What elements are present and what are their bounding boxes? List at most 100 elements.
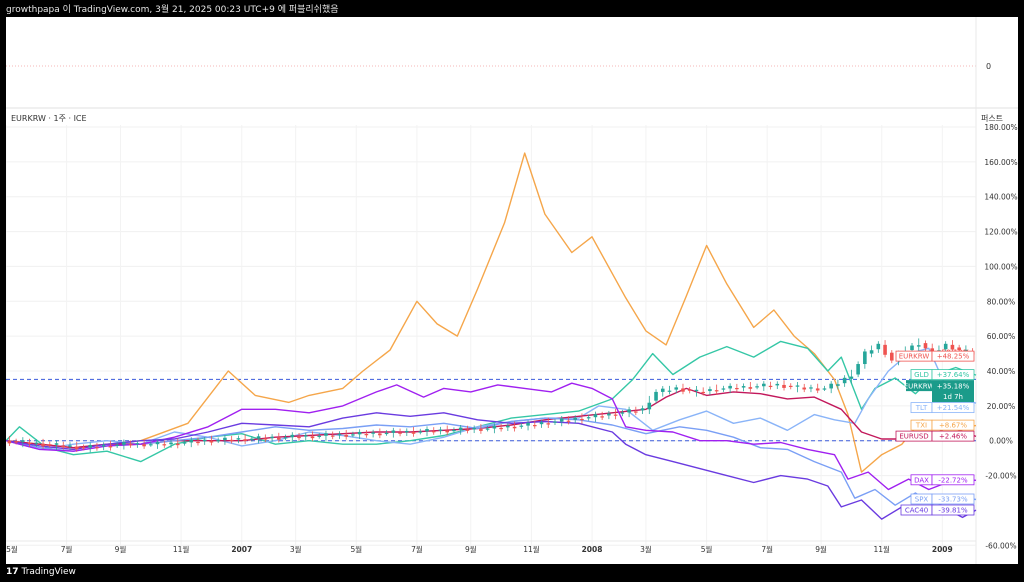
candle-body — [317, 435, 322, 437]
candle-body — [815, 388, 820, 391]
candle-body — [357, 431, 362, 435]
candle-body — [391, 430, 396, 433]
candle-body — [829, 383, 833, 389]
candle-body — [196, 441, 200, 444]
series-line-dax — [5, 382, 977, 491]
candle-body — [640, 408, 645, 411]
chart-svg[interactable]: 0 -60.00% -20.00% 0.00% 20.00% 40.00% 60.00% 8… — [5, 17, 1018, 564]
candle-body — [775, 383, 780, 386]
candle-body — [438, 429, 443, 431]
marker-name: TXI — [915, 422, 927, 430]
marker-value-bg — [932, 380, 974, 403]
candle-body — [566, 420, 571, 422]
candle-body — [7, 440, 12, 444]
candle-body — [398, 432, 402, 434]
candle-body — [297, 436, 301, 439]
series-line-txi — [5, 152, 977, 473]
candle-body — [526, 422, 530, 426]
candle-body — [135, 443, 140, 445]
marker-name: GLD — [914, 371, 929, 379]
x-tick-label: 3월 — [290, 544, 302, 554]
candle-body — [694, 389, 699, 392]
candle-body — [277, 437, 281, 440]
candle-body — [418, 431, 423, 433]
candle-body — [250, 438, 254, 440]
publish-caption-bar: growthpapa 이 TradingView.com, 3월 21, 202… — [0, 0, 1024, 17]
candle-body — [310, 436, 315, 439]
candle-body — [21, 440, 25, 442]
marker-value: -33.73% — [938, 496, 968, 504]
candle-body — [822, 388, 827, 390]
tv-logo-mark: 17 — [6, 567, 19, 577]
marker-name: EURUSD — [899, 433, 928, 441]
time-scale[interactable]: 5월 7월 9월 11월 2007 3월 5월 7월 9월 11월 2008 3월 5월 7월 9월 11월 2… — [6, 540, 976, 554]
candle-body — [539, 422, 544, 425]
candle-body — [61, 445, 66, 447]
x-tick-label: 2009 — [932, 545, 953, 554]
marker-value-box — [931, 402, 975, 414]
candle-body — [41, 443, 45, 447]
candle-body — [923, 343, 928, 349]
marker-value-box — [931, 474, 975, 486]
candle-body — [324, 433, 328, 436]
scale-mode-label[interactable]: 퍼스트 — [981, 114, 1003, 123]
candle-body — [202, 439, 207, 442]
candle-body — [155, 442, 160, 445]
candle-body — [802, 387, 807, 390]
series-line-tlt — [5, 347, 977, 451]
candles-group — [7, 338, 975, 453]
candle-body — [782, 384, 786, 388]
price-scale[interactable]: -60.00% -20.00% 0.00% 20.00% 40.00% 60.00% 80.… — [984, 123, 1017, 550]
marker-name: DAX — [914, 476, 929, 484]
candle-body — [930, 348, 935, 352]
candle-body — [654, 391, 658, 401]
marker-value: +8.67% — [939, 422, 967, 430]
candle-body — [351, 434, 355, 436]
candle-body — [149, 444, 153, 446]
footer-bar: 17 TradingView — [0, 564, 1024, 582]
candle-body — [81, 447, 86, 449]
candle-body — [788, 385, 793, 388]
candle-body — [108, 445, 113, 448]
y-tick-label: 100.00% — [984, 262, 1017, 271]
candle-body — [687, 389, 692, 391]
candle-body — [485, 428, 490, 430]
tradingview-logo[interactable]: 17 TradingView — [6, 567, 76, 577]
upper-zero-label: 0 — [986, 62, 991, 71]
last-value-markers: +50.12%EURKRW+48.25%GLD+37.64%EURKRW+35.… — [895, 348, 975, 516]
candle-body — [559, 418, 564, 422]
series-line-gld — [5, 340, 977, 463]
candle-body — [647, 402, 652, 410]
candle-body — [593, 414, 598, 418]
candle-body — [256, 436, 261, 439]
candle-body — [708, 389, 712, 392]
marker-value-box — [931, 430, 975, 442]
candle-body — [411, 432, 416, 434]
candle-body — [613, 414, 618, 416]
candle-body — [14, 441, 18, 443]
candle-body — [876, 343, 881, 350]
marker-value-box — [931, 419, 975, 431]
x-tick-label: 11월 — [873, 544, 890, 554]
candle-body — [452, 429, 456, 432]
candle-body — [916, 345, 921, 347]
candle-body — [506, 425, 510, 428]
candle-body — [620, 412, 625, 414]
marker-value: +35.18% — [937, 383, 970, 391]
candle-body — [479, 429, 483, 431]
marker-value: +48.25% — [937, 353, 970, 361]
marker-name: SPX — [915, 496, 929, 504]
candle-body — [229, 439, 234, 442]
y-tick-label: 0.00% — [989, 437, 1013, 446]
candle-body — [182, 442, 187, 444]
candle-body — [162, 444, 167, 446]
candle-body — [189, 439, 194, 443]
candle-body — [330, 435, 335, 437]
candle-body — [122, 442, 126, 445]
candle-body — [243, 439, 247, 442]
reference-lines — [6, 378, 976, 442]
candle-body — [74, 446, 79, 450]
candle-body — [378, 433, 382, 436]
candle-body — [856, 364, 860, 375]
candle-body — [431, 431, 436, 433]
